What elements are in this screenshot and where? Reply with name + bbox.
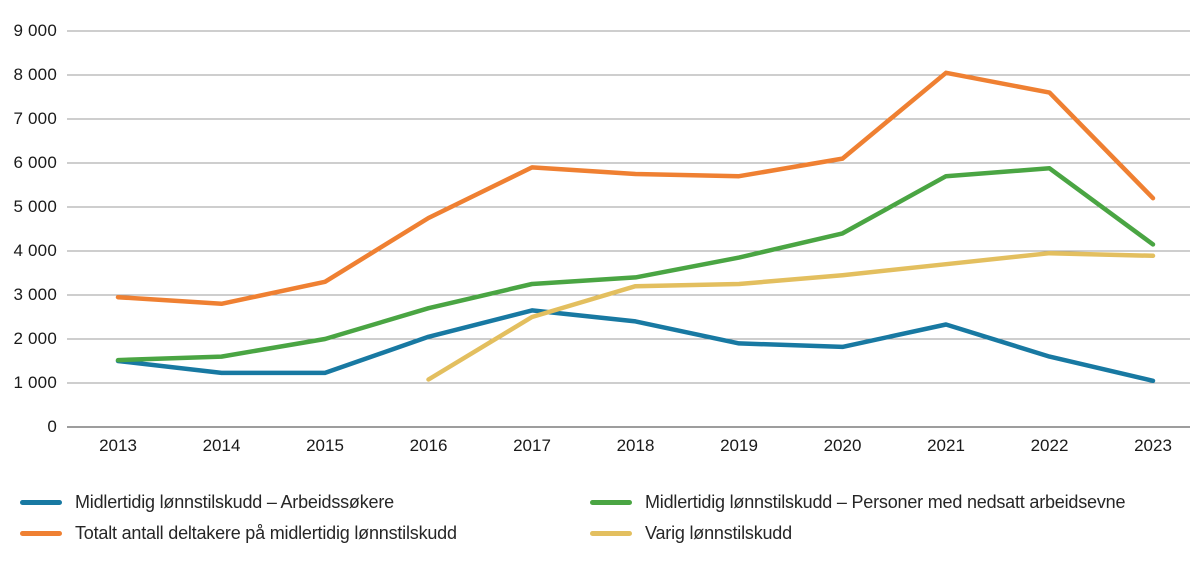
x-axis-label: 2016 — [409, 436, 448, 455]
y-axis-label: 5 000 — [13, 197, 57, 216]
series-line-midlertidig-lonnstilskudd-arbeidssokere — [115, 308, 1156, 384]
legend-label: Varig lønnstilskudd — [645, 522, 792, 543]
y-axis-label: 3 000 — [13, 285, 57, 304]
plot-area — [67, 30, 1190, 428]
x-axis-label: 2020 — [823, 436, 862, 455]
legend-item-varig-lonnstilskudd: Varig lønnstilskudd — [590, 522, 1125, 544]
x-axis-label: 2015 — [306, 436, 344, 455]
legend-swatch-totalt-antall-deltakere-midlertidig-lonnstilskudd — [20, 530, 62, 536]
x-axis-label: 2013 — [99, 436, 137, 455]
legend-item-midlertidig-lonnstilskudd-arbeidssokere: Midlertidig lønnstilskudd – Arbeidssøker… — [20, 491, 590, 513]
legend-swatch-midlertidig-lonnstilskudd-nedsatt-arbeidsevne — [590, 499, 632, 505]
x-axis-label: 2018 — [616, 436, 655, 455]
x-axis-label: 2019 — [720, 436, 758, 455]
y-axis-label: 1 000 — [13, 373, 57, 392]
legend-swatch-midlertidig-lonnstilskudd-arbeidssokere — [20, 499, 62, 505]
x-axis-label: 2023 — [1134, 436, 1172, 455]
legend-label: Midlertidig lønnstilskudd – Arbeidssøker… — [75, 491, 394, 512]
y-axis-label: 8 000 — [13, 65, 57, 84]
series-line-midlertidig-lonnstilskudd-nedsatt-arbeidsevne — [115, 166, 1156, 363]
x-axis-label: 2022 — [1030, 436, 1069, 455]
legend-item-totalt-antall-deltakere-midlertidig-lonnstilskudd: Totalt antall deltakere på midlertidig l… — [20, 522, 590, 544]
legend-swatch-varig-lonnstilskudd — [590, 530, 632, 536]
x-axis-label: 2014 — [202, 436, 241, 455]
legend-label: Midlertidig lønnstilskudd – Personer med… — [645, 491, 1126, 512]
x-axis-label: 2021 — [927, 436, 965, 455]
y-axis-label: 7 000 — [13, 109, 57, 128]
y-axis-label: 4 000 — [13, 241, 57, 260]
y-axis-label: 0 — [47, 417, 57, 436]
y-axis-label: 6 000 — [13, 153, 57, 172]
legend-item-midlertidig-lonnstilskudd-nedsatt-arbeidsevne: Midlertidig lønnstilskudd – Personer med… — [590, 491, 1125, 513]
x-axis-label: 2017 — [513, 436, 551, 455]
series-line-varig-lonnstilskudd — [426, 250, 1156, 382]
series-line-totalt-antall-deltakere-midlertidig-lonnstilskudd — [115, 70, 1156, 307]
y-axis-label: 9 000 — [13, 21, 57, 40]
y-axis-label: 2 000 — [13, 329, 57, 348]
chart-legend: Midlertidig lønnstilskudd – Arbeidssøker… — [20, 491, 1125, 544]
legend-label: Totalt antall deltakere på midlertidig l… — [75, 522, 457, 543]
